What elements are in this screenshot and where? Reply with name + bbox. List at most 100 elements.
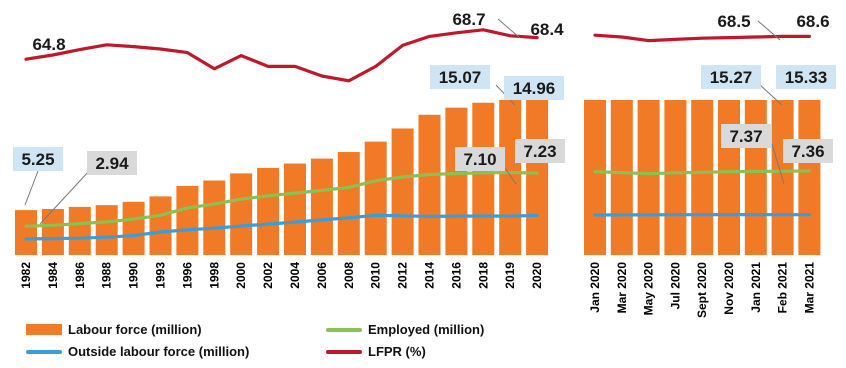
label-outside-mar-2021-box (783, 139, 833, 163)
bar-labour-force-annual-2006 (310, 158, 333, 255)
label-outside-mar-2021: 7.36 (791, 142, 824, 161)
bar-labour-force-annual-2004 (284, 163, 306, 255)
label-lfpr-2020: 68.4 (530, 20, 564, 39)
bar-labour-force-annual-2016 (445, 107, 468, 255)
x-tick-monthly-Jan-2020: Jan 2020 (588, 262, 602, 313)
line-lfpr-monthly (593, 33, 812, 43)
x-tick-annual-2016: 2016 (449, 262, 463, 289)
bar-labour-force-annual-1990 (122, 201, 145, 255)
label-outside-2019: 7.10 (463, 150, 496, 169)
bar-labour-force-annual-1993 (149, 196, 172, 255)
x-tick-annual-2006: 2006 (315, 262, 329, 289)
label-outside-jan-2021-box (721, 124, 771, 148)
label-outside-jan-2021: 7.37 (729, 127, 762, 146)
label-lfpr-1982: 64.8 (32, 35, 65, 54)
bar-labour-force-annual-2019 (499, 100, 522, 255)
legend-swatch-employed (326, 327, 362, 332)
label-outside-2019-box (455, 147, 505, 171)
label-employed-2020-box (504, 76, 564, 100)
x-tick-annual-2000: 2000 (234, 262, 248, 289)
x-tick-annual-1986: 1986 (73, 262, 87, 289)
bar-labour-force-annual-1996 (176, 185, 199, 255)
lines-layer (24, 28, 812, 241)
x-tick-annual-1982: 1982 (19, 262, 33, 289)
x-tick-monthly-Feb-2021: Feb 2021 (776, 262, 790, 314)
legend-label-labour-force: Labour force (million) (68, 322, 202, 337)
label-employed-1982-leader (24, 170, 39, 206)
x-tick-monthly-Mar-2021: Mar 2021 (802, 262, 816, 314)
label-employed-2020: 14.96 (513, 79, 556, 98)
legend-swatch-labour-force (26, 324, 62, 335)
bar-labour-force-monthly-Nov-2020 (718, 100, 740, 255)
x-tick-monthly-Mar-2020: Mar 2020 (615, 262, 629, 314)
label-lfpr-2019: 68.7 (452, 10, 485, 29)
label-employed-jan-2021-box (701, 65, 761, 89)
bar-labour-force-monthly-Sept-2020 (691, 100, 714, 255)
bar-labour-force-monthly-May-2020 (637, 100, 660, 255)
label-employed-jan-2021: 15.27 (710, 68, 753, 87)
label-lfpr-feb-2021-leader (757, 20, 781, 41)
x-tick-monthly-Sept-2020: Sept 2020 (695, 262, 709, 318)
bars-layer (15, 100, 821, 255)
label-employed-1982: 5.25 (21, 150, 54, 169)
label-employed-1982-box (13, 147, 63, 171)
bar-labour-force-annual-2008 (337, 152, 360, 255)
x-tick-annual-1984: 1984 (46, 262, 60, 289)
data-labels-layer: 64.8 68.7 68.4 68.5 68.6 5.25 2.94 15.07 14.96 7.… (13, 10, 836, 225)
bar-labour-force-annual-2002 (257, 167, 280, 255)
bar-labour-force-annual-2010 (364, 141, 387, 255)
x-tick-monthly-Nov-2020: Nov 2020 (722, 262, 736, 315)
bar-labour-force-monthly-Jan-2021 (744, 100, 767, 255)
x-tick-annual-2012: 2012 (396, 262, 410, 289)
x-tick-annual-1993: 1993 (154, 262, 168, 289)
x-tick-annual-2019: 2019 (503, 262, 517, 289)
x-tick-annual-1996: 1996 (180, 262, 194, 289)
x-tick-annual-2014: 2014 (423, 262, 437, 289)
bar-labour-force-annual-1986 (68, 206, 91, 255)
legend-item-lfpr: LFPR (%) (326, 344, 426, 359)
x-tick-annual-2010: 2010 (369, 262, 383, 289)
bar-labour-force-annual-2012 (391, 128, 414, 255)
bar-labour-force-monthly-Feb-2021 (771, 100, 794, 255)
x-tick-monthly-May-2020: May 2020 (642, 262, 656, 316)
bar-labour-force-annual-1982 (15, 210, 37, 255)
x-tick-annual-1990: 1990 (127, 262, 141, 289)
label-employed-mar-2021: 15.33 (785, 68, 828, 87)
x-tick-annual-1998: 1998 (207, 262, 221, 289)
bar-labour-force-annual-2000 (230, 173, 253, 255)
bar-labour-force-monthly-Mar-2021 (798, 100, 821, 255)
label-employed-2019-box (430, 65, 490, 89)
label-lfpr-mar-2021: 68.6 (796, 12, 829, 31)
line-employed-monthly (593, 169, 812, 176)
label-employed-2019: 15.07 (439, 68, 482, 87)
line-employed-annual (24, 170, 539, 228)
bar-labour-force-monthly-Jan-2020 (584, 100, 606, 255)
label-outside-1982-box (87, 151, 137, 175)
legend-swatch-lfpr (326, 349, 362, 354)
label-outside-1982-leader (39, 169, 91, 225)
x-tick-annual-2018: 2018 (476, 262, 490, 289)
bar-labour-force-annual-2018 (472, 102, 495, 255)
x-ticks-layer: 1982 1984 1986 1988 1990 1993 1996 1998 2000 2002… (19, 262, 816, 318)
bar-labour-force-annual-1998 (203, 180, 226, 255)
label-outside-2020-box (515, 139, 565, 163)
label-employed-mar-2021-box (776, 65, 836, 89)
legend-item-employed: Employed (million) (326, 322, 484, 337)
bar-labour-force-annual-1984 (41, 208, 64, 255)
label-lfpr-feb-2021: 68.5 (717, 12, 750, 31)
x-tick-annual-2002: 2002 (261, 262, 275, 289)
legend-label-lfpr: LFPR (%) (368, 344, 426, 359)
x-tick-annual-1988: 1988 (100, 262, 114, 289)
x-tick-annual-2004: 2004 (288, 262, 302, 289)
line-lfpr-annual (24, 28, 539, 83)
label-outside-jan-2021-leader (771, 143, 785, 185)
bar-labour-force-annual-2020 (526, 100, 549, 255)
label-outside-2020: 7.23 (523, 142, 556, 161)
legend-item-outside-labour-force: Outside labour force (million) (26, 344, 249, 359)
bar-labour-force-monthly-Jul-2020 (664, 100, 687, 255)
x-tick-monthly-Jan-2021: Jan 2021 (749, 262, 763, 313)
legend-item-labour-force: Labour force (million) (26, 322, 202, 337)
x-tick-annual-2020: 2020 (530, 262, 544, 289)
label-outside-1982: 2.94 (95, 154, 129, 173)
